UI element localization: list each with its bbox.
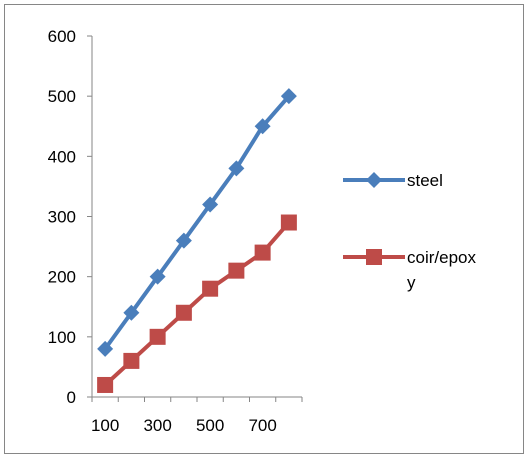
data-point-diamond [254, 118, 271, 135]
legend-label: steel [407, 171, 443, 190]
legend-marker [366, 172, 382, 188]
series-layer [97, 88, 297, 393]
y-tick-label: 500 [48, 87, 76, 106]
axes [91, 36, 302, 398]
data-point-square [254, 244, 271, 261]
data-point-square [280, 214, 297, 231]
legend-item-coir-epoxy: coir/epox y [343, 248, 476, 292]
data-point-diamond [175, 232, 192, 249]
data-point-diamond [228, 160, 245, 177]
y-tick-label: 400 [48, 147, 76, 166]
y-tick-label: 300 [48, 208, 76, 227]
data-point-square [149, 328, 166, 345]
series-steel [97, 88, 297, 357]
legend-label: coir/epox [407, 248, 476, 267]
data-point-square [202, 280, 219, 297]
x-tick-label: 300 [143, 416, 171, 435]
chart-area [4, 4, 524, 454]
legend: steel coir/epox y [343, 171, 476, 292]
x-tick-label: 700 [248, 416, 276, 435]
data-point-diamond [202, 196, 219, 213]
y-tick-label: 100 [48, 328, 76, 347]
series-line [103, 94, 291, 351]
data-point-diamond [97, 340, 114, 357]
y-tick-label: 0 [67, 388, 76, 407]
legend-label-wrap: y [407, 273, 416, 292]
y-tick-label: 200 [48, 268, 76, 287]
data-point-diamond [149, 268, 166, 285]
data-point-square [97, 376, 114, 393]
legend-marker [366, 249, 382, 265]
x-tick-label: 100 [91, 416, 119, 435]
x-tick-label: 500 [196, 416, 224, 435]
data-point-square [123, 352, 140, 369]
data-point-square [228, 262, 245, 279]
legend-item-steel: steel [343, 171, 443, 190]
series-coir-epoxy [97, 214, 297, 393]
y-ticks: 0 100 200 300 400 500 600 [48, 27, 92, 407]
data-point-square [175, 304, 192, 321]
data-point-diamond [280, 88, 297, 105]
x-ticks: 100 300 500 700 [91, 397, 303, 435]
data-point-diamond [123, 304, 140, 321]
y-tick-label: 600 [48, 27, 76, 46]
